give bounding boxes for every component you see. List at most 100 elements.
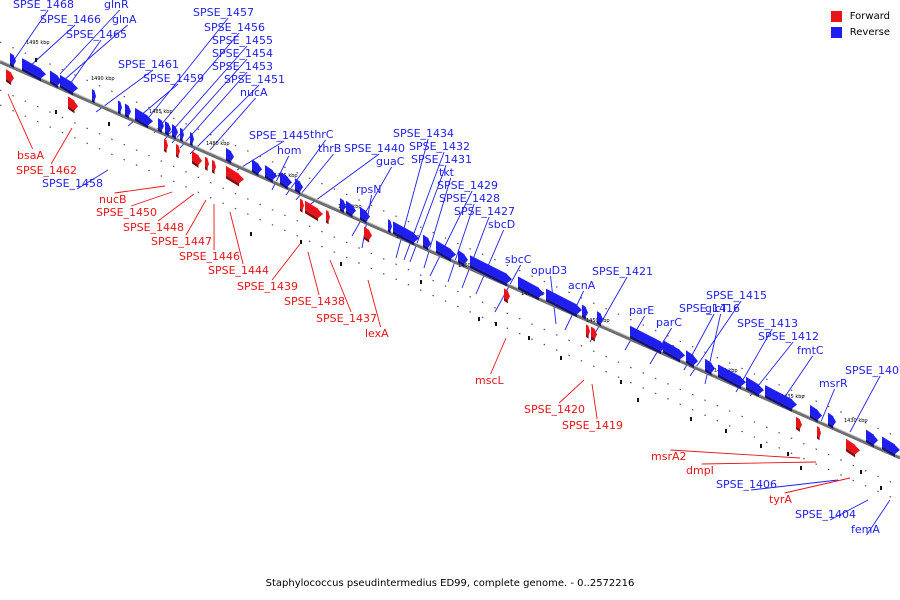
reverse-gene[interactable] [134, 107, 153, 129]
forward-gene-label[interactable]: bsaA [17, 149, 44, 162]
reverse-gene[interactable] [157, 118, 164, 134]
reverse-gene-label[interactable]: SPSE_1465 [66, 28, 127, 41]
reverse-gene-label[interactable]: SPSE_1407 [845, 364, 900, 377]
reverse-gene[interactable] [294, 178, 303, 195]
forward-gene-label[interactable]: mscL [475, 374, 504, 387]
reverse-gene[interactable] [881, 436, 900, 457]
reverse-gene-label[interactable]: parE [629, 304, 654, 317]
reverse-gene[interactable] [117, 100, 122, 115]
forward-gene-label[interactable]: nucB [99, 193, 127, 206]
forward-gene[interactable] [163, 138, 168, 153]
reverse-gene-label[interactable]: SPSE_1458 [42, 177, 103, 190]
reverse-gene[interactable] [345, 200, 356, 218]
reverse-gene-label[interactable]: SPSE_1454 [212, 47, 273, 60]
reverse-gene[interactable] [251, 159, 262, 177]
forward-gene-label[interactable]: SPSE_1448 [123, 221, 184, 234]
reverse-gene-label[interactable]: SPSE_1428 [439, 192, 500, 205]
reverse-gene[interactable] [179, 127, 184, 142]
reverse-gene-label[interactable]: SPSE_1461 [118, 58, 179, 71]
reverse-gene-label[interactable]: SPSE_1415 [706, 289, 767, 302]
reverse-gene[interactable] [685, 350, 698, 369]
reverse-gene[interactable] [359, 206, 370, 224]
reverse-gene[interactable] [517, 276, 544, 301]
forward-gene[interactable] [795, 416, 802, 432]
reverse-gene-label[interactable]: rpsN [356, 183, 381, 196]
reverse-gene-label[interactable]: SPSE_1434 [393, 127, 454, 140]
reverse-gene-label[interactable]: SPSE_1453 [212, 60, 273, 73]
reverse-gene-label[interactable]: SPSE_1466 [40, 13, 101, 26]
forward-gene[interactable] [175, 144, 180, 159]
reverse-gene[interactable] [9, 52, 16, 69]
forward-gene[interactable] [503, 288, 510, 304]
reverse-gene-label[interactable]: SPSE_1431 [411, 153, 472, 166]
forward-gene-label[interactable]: SPSE_1447 [151, 235, 212, 248]
reverse-gene-label[interactable]: thrC [310, 128, 334, 141]
reverse-gene-label[interactable]: nucA [240, 86, 268, 99]
reverse-gene[interactable] [865, 429, 878, 448]
reverse-gene-label[interactable]: SPSE_1406 [716, 478, 777, 491]
reverse-gene[interactable] [91, 89, 96, 104]
forward-gene-label[interactable]: SPSE_1419 [562, 419, 623, 432]
reverse-gene[interactable] [264, 165, 277, 183]
forward-gene-label[interactable]: SPSE_1438 [284, 295, 345, 308]
reverse-gene-label[interactable]: SPSE_1440 [344, 142, 405, 155]
forward-gene[interactable] [363, 226, 372, 243]
reverse-gene-label[interactable]: sbcC [505, 253, 532, 266]
reverse-gene[interactable] [764, 385, 797, 412]
forward-gene-label[interactable]: SPSE_1437 [316, 312, 377, 325]
reverse-gene-label[interactable]: thrB [318, 142, 341, 155]
forward-gene-label[interactable]: SPSE_1420 [524, 403, 585, 416]
forward-gene-label[interactable]: SPSE_1439 [237, 280, 298, 293]
reverse-gene-label[interactable]: msrR [819, 377, 848, 390]
reverse-gene-label[interactable]: SPSE_1468 [13, 0, 74, 11]
reverse-gene[interactable] [457, 250, 468, 267]
reverse-gene-label[interactable]: SPSE_1413 [737, 317, 798, 330]
forward-gene-label[interactable]: SPSE_1450 [96, 206, 157, 219]
forward-gene[interactable] [299, 198, 304, 213]
reverse-gene[interactable] [279, 171, 292, 190]
reverse-gene-label[interactable]: parC [656, 316, 682, 329]
forward-gene-label[interactable]: lexA [365, 327, 389, 340]
forward-gene-label[interactable]: dmpI [686, 464, 714, 477]
reverse-gene-label[interactable]: SPSE_1459 [143, 72, 204, 85]
reverse-gene-label[interactable]: femA [851, 523, 880, 536]
reverse-gene-label[interactable]: tkt [439, 166, 455, 179]
reverse-gene-label[interactable]: SPSE_1451 [224, 73, 285, 86]
forward-gene-label[interactable]: SPSE_1444 [208, 264, 269, 277]
reverse-gene-label[interactable]: glnA [112, 13, 137, 26]
reverse-gene[interactable] [662, 340, 685, 363]
forward-gene[interactable] [225, 166, 244, 187]
reverse-gene[interactable] [21, 58, 46, 82]
reverse-gene-label[interactable]: glnR [104, 0, 129, 11]
reverse-gene-label[interactable]: SPSE_1455 [212, 34, 273, 47]
reverse-gene[interactable] [827, 412, 836, 429]
reverse-gene[interactable] [124, 103, 131, 119]
forward-gene[interactable] [67, 96, 78, 114]
reverse-gene-label[interactable]: SPSE_1412 [758, 330, 819, 343]
forward-gene[interactable] [325, 210, 330, 225]
reverse-gene[interactable] [422, 234, 431, 251]
reverse-gene-label[interactable]: SPSE_1432 [409, 140, 470, 153]
forward-gene[interactable] [5, 69, 14, 86]
reverse-gene[interactable] [49, 70, 62, 89]
reverse-gene[interactable] [545, 288, 582, 318]
reverse-gene-label[interactable]: SPSE_1457 [193, 6, 254, 19]
reverse-gene[interactable] [704, 358, 715, 376]
reverse-gene-label[interactable]: opuD3 [531, 264, 567, 277]
forward-gene[interactable] [191, 151, 202, 168]
reverse-gene[interactable] [809, 404, 822, 423]
forward-gene[interactable] [204, 156, 209, 171]
forward-gene[interactable] [211, 159, 216, 175]
forward-gene-label[interactable]: msrA2 [651, 450, 687, 463]
reverse-gene[interactable] [387, 219, 392, 234]
reverse-gene[interactable] [339, 198, 346, 214]
reverse-gene[interactable] [745, 376, 764, 398]
forward-gene-label[interactable]: tyrA [769, 493, 792, 506]
reverse-gene-label[interactable]: SPSE_1416 [679, 302, 740, 315]
reverse-gene-label[interactable]: sbcD [488, 218, 515, 231]
forward-gene-label[interactable]: SPSE_1462 [16, 164, 77, 177]
reverse-gene-label[interactable]: hom [277, 144, 301, 157]
reverse-gene[interactable] [581, 304, 588, 320]
reverse-gene[interactable] [59, 74, 78, 96]
reverse-gene[interactable] [171, 124, 178, 140]
